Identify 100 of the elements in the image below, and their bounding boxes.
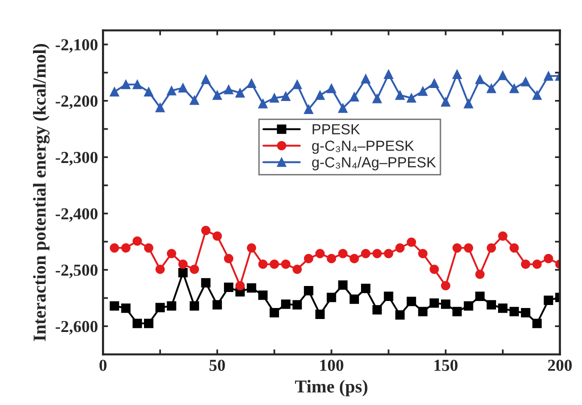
- point: [498, 303, 508, 313]
- point: [452, 243, 462, 253]
- point: [384, 70, 394, 80]
- point: [430, 264, 439, 274]
- point: [464, 301, 474, 311]
- point: [372, 94, 382, 104]
- point: [281, 300, 290, 309]
- point: [224, 282, 234, 292]
- point: [395, 90, 405, 100]
- point: [270, 308, 280, 318]
- point: [235, 280, 245, 290]
- point: [110, 243, 120, 253]
- point: [361, 74, 370, 84]
- point: [486, 300, 496, 310]
- point: [452, 306, 462, 316]
- point: [224, 254, 234, 264]
- point: [486, 84, 496, 94]
- point: [510, 306, 519, 316]
- point: [110, 301, 120, 311]
- point: [281, 92, 290, 101]
- point: [372, 248, 382, 258]
- point: [486, 243, 496, 253]
- point: [132, 236, 142, 246]
- point: [258, 260, 268, 269]
- point: [224, 84, 234, 94]
- point: [281, 260, 290, 269]
- y-tick-label: -2,100: [56, 39, 98, 53]
- point: [270, 93, 280, 103]
- point: [166, 248, 176, 258]
- point: [440, 97, 450, 107]
- point: [520, 76, 530, 86]
- point: [520, 308, 530, 318]
- point: [315, 310, 325, 320]
- point: [315, 248, 325, 258]
- point: [258, 98, 268, 108]
- point: [304, 254, 314, 264]
- point: [395, 310, 405, 320]
- legend-label: g-C₃N₄–PPESK: [312, 140, 414, 154]
- y-tick-label: -2,500: [56, 264, 98, 278]
- point: [418, 306, 428, 316]
- point: [166, 301, 176, 311]
- point: [201, 226, 210, 236]
- point: [110, 87, 120, 96]
- point: [132, 318, 142, 328]
- point: [440, 300, 450, 309]
- point: [350, 294, 359, 304]
- x-tick-label: 0: [99, 360, 107, 371]
- point: [338, 280, 348, 290]
- x-tick-label: 200: [548, 360, 572, 371]
- point: [361, 284, 370, 294]
- point: [258, 290, 268, 300]
- point: [201, 278, 210, 288]
- point: [144, 87, 154, 96]
- point: [361, 248, 370, 258]
- point: [326, 292, 336, 302]
- x-tick-label: 50: [210, 360, 225, 371]
- y-axis-title: Interaction potential energy (kcal/mol): [33, 44, 50, 341]
- x-tick-label: 100: [320, 360, 344, 371]
- point: [532, 90, 542, 100]
- point: [544, 71, 554, 81]
- point: [544, 296, 554, 305]
- point: [532, 260, 542, 269]
- point: [121, 243, 131, 253]
- point: [315, 90, 325, 100]
- point: [418, 86, 428, 96]
- point: [395, 243, 405, 253]
- point: [121, 80, 131, 90]
- point: [235, 88, 245, 98]
- point: [155, 302, 165, 312]
- legend-label: g-C₃N₄/Ag–PPESK: [312, 156, 436, 170]
- point: [510, 243, 519, 253]
- point: [292, 300, 302, 310]
- point: [201, 74, 210, 84]
- point: [338, 103, 348, 113]
- point: [132, 80, 142, 90]
- point: [326, 254, 336, 264]
- point: [520, 260, 530, 269]
- point: [166, 86, 176, 96]
- x-axis-title: Time (ps): [295, 380, 368, 396]
- point: [464, 243, 474, 253]
- point: [350, 92, 359, 102]
- point: [155, 102, 165, 112]
- point: [144, 318, 154, 328]
- point: [270, 260, 280, 269]
- point: [178, 83, 188, 93]
- point: [372, 305, 382, 315]
- y-tick-label: -2,200: [56, 96, 98, 110]
- point: [190, 264, 200, 274]
- point: [452, 70, 462, 80]
- point: [430, 298, 439, 308]
- point: [406, 93, 416, 103]
- point: [326, 84, 336, 94]
- point: [190, 96, 200, 105]
- point: [384, 292, 394, 302]
- point: [246, 243, 256, 253]
- point: [246, 283, 256, 293]
- point: [532, 318, 542, 328]
- legend-label: PPESK: [312, 124, 360, 134]
- point: [190, 301, 200, 311]
- point: [498, 70, 508, 80]
